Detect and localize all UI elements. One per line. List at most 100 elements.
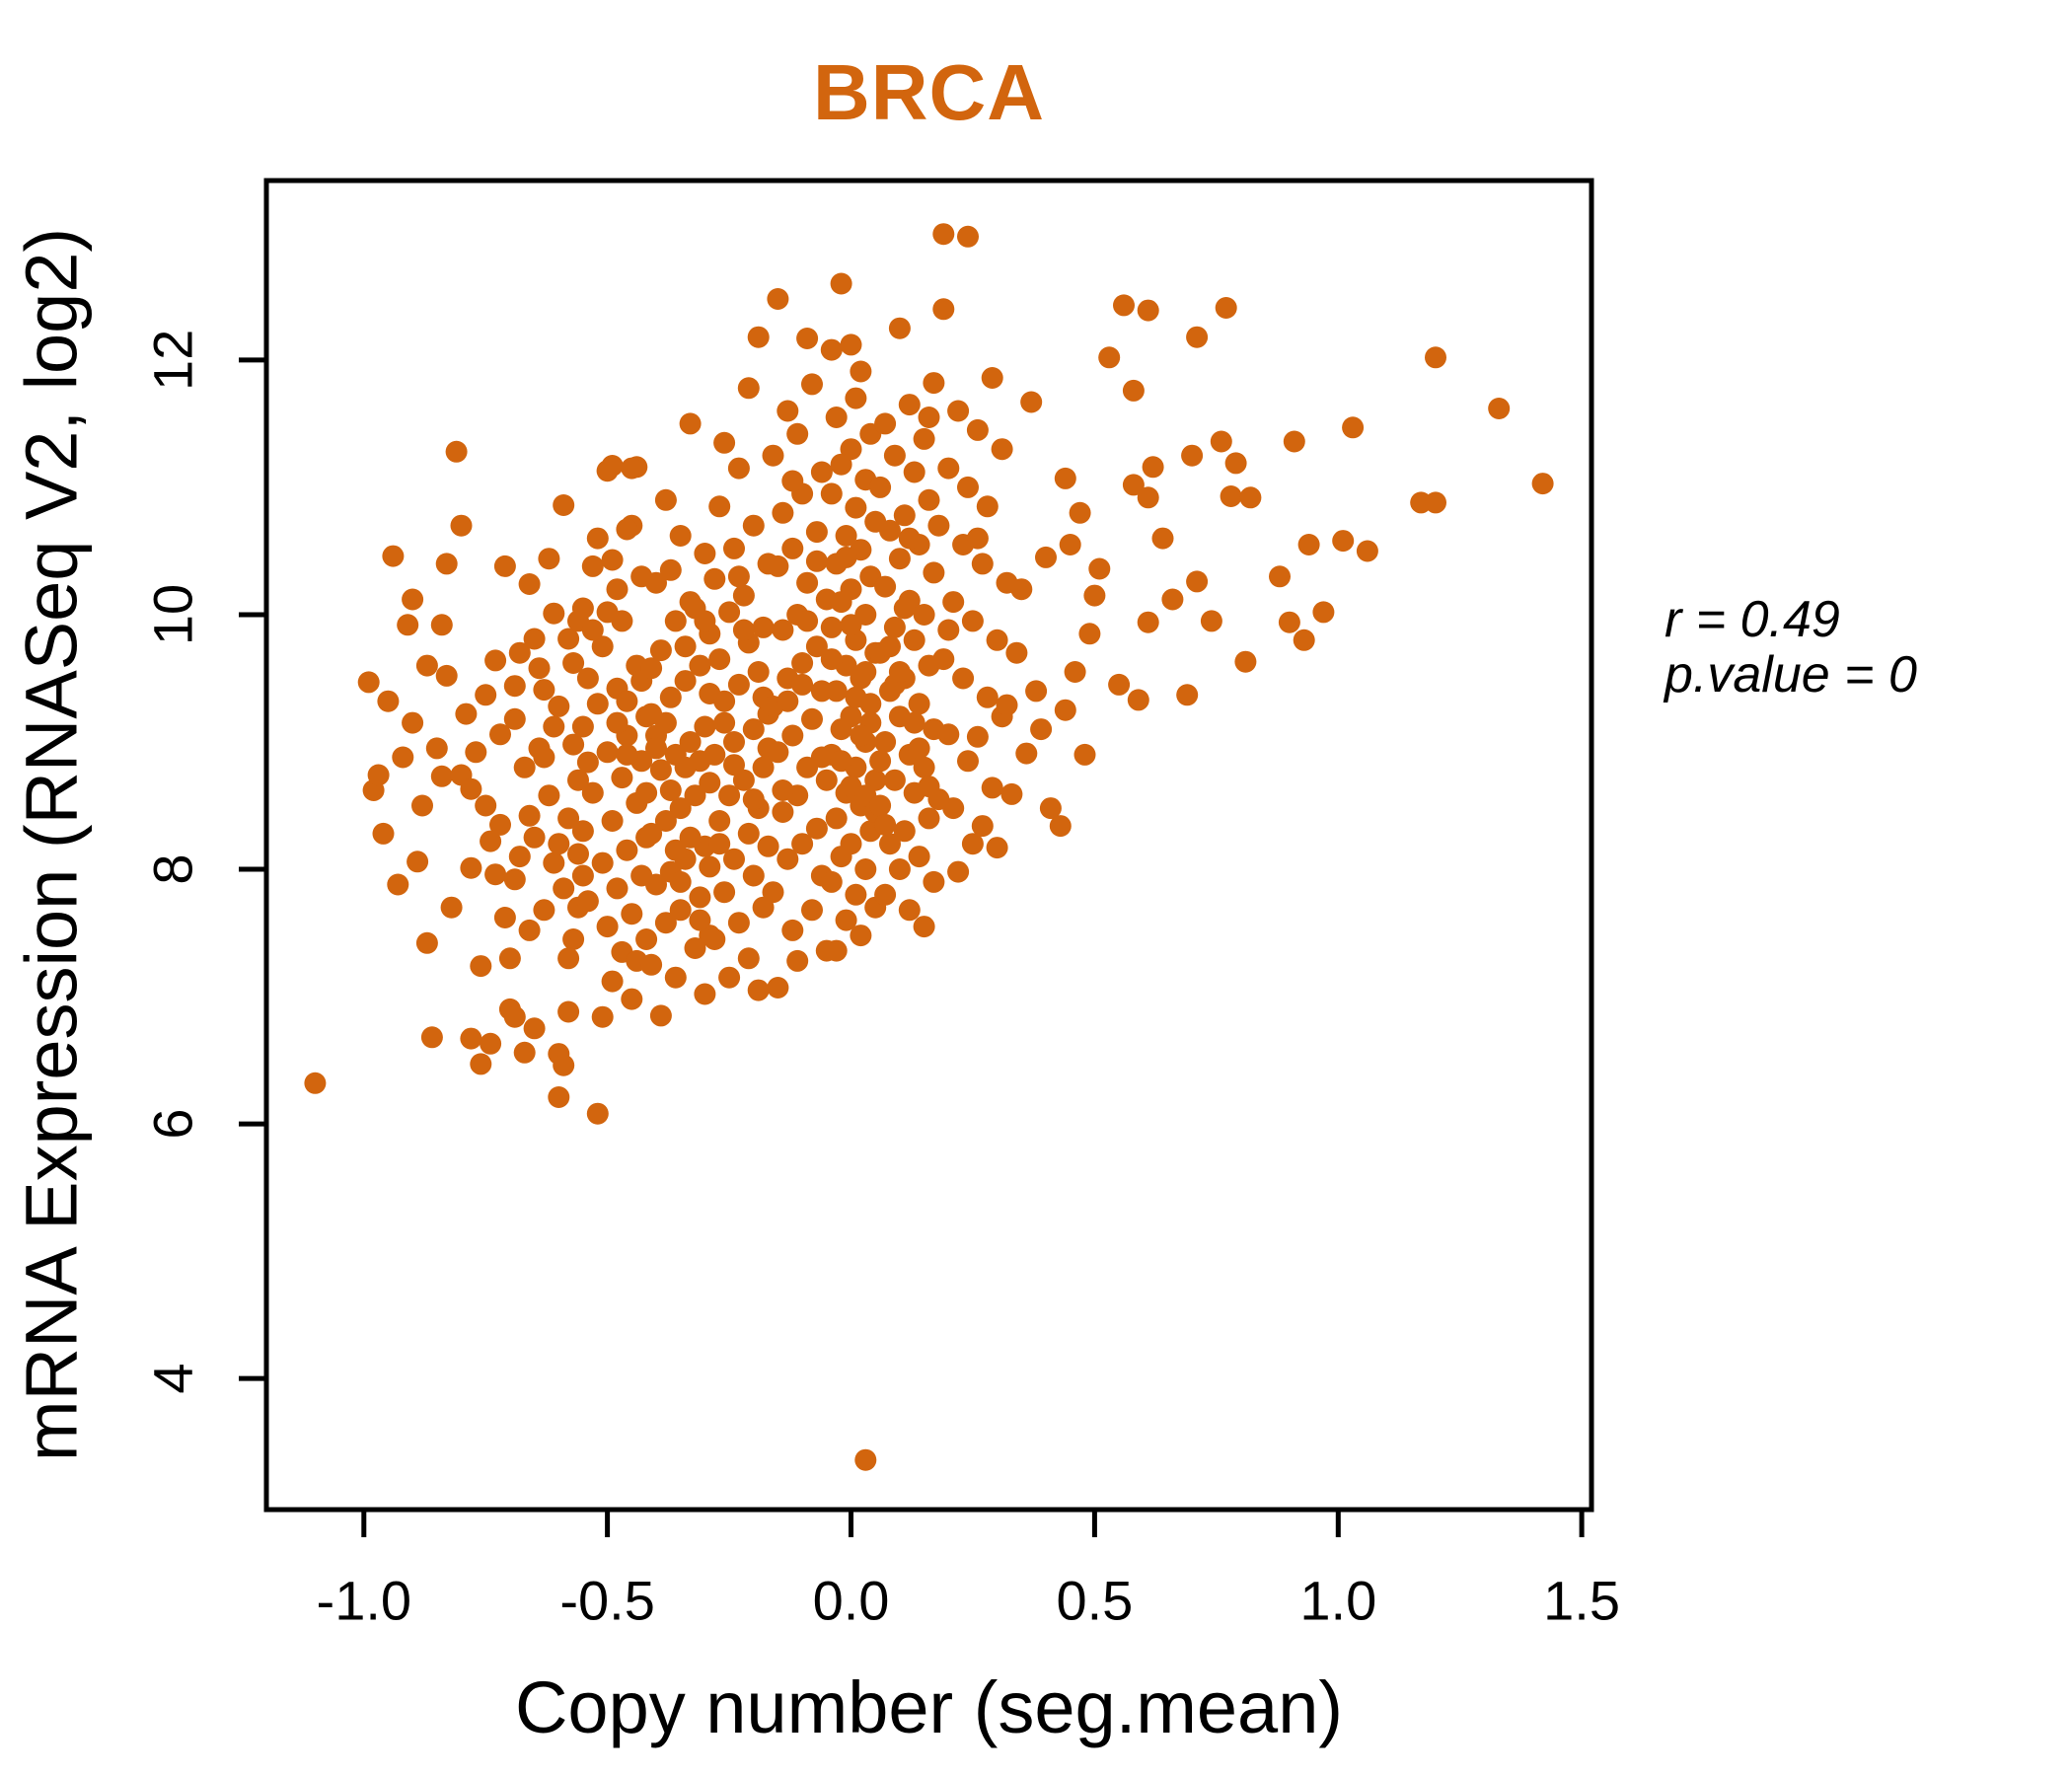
- scatter-point: [757, 835, 779, 857]
- scatter-point: [830, 453, 852, 476]
- scatter-point: [913, 604, 935, 626]
- x-tick-label: 1.0: [1299, 1570, 1376, 1632]
- scatter-point: [465, 741, 487, 764]
- scatter-point: [1015, 742, 1038, 765]
- scatter-point: [674, 635, 697, 658]
- scatter-point: [562, 652, 585, 674]
- y-axis-label: mRNA Expression (RNASeq V2, log2): [10, 227, 93, 1462]
- scatter-point: [591, 635, 614, 658]
- y-tick-label: 6: [142, 1109, 204, 1140]
- scatter-point: [1137, 611, 1159, 633]
- scatter-point: [304, 1072, 327, 1094]
- scatter-point: [533, 899, 555, 922]
- scatter-point: [703, 928, 726, 950]
- scatter-point: [737, 947, 760, 970]
- scatter-point: [708, 810, 731, 832]
- scatter-point: [654, 488, 677, 511]
- scatter-point: [888, 548, 911, 570]
- scatter-point: [888, 317, 911, 339]
- scatter-point: [586, 1102, 609, 1125]
- scatter-point: [567, 843, 589, 865]
- scatter-point: [772, 779, 794, 801]
- scatter-point: [772, 801, 794, 823]
- scatter-point: [1005, 641, 1028, 664]
- scatter-point: [470, 955, 492, 978]
- scatter-point: [562, 733, 585, 756]
- scatter-point: [367, 764, 390, 786]
- scatter-point: [932, 223, 955, 246]
- scatter-point: [640, 822, 663, 845]
- scatter-point: [752, 616, 775, 638]
- y-tick-label: 10: [142, 584, 204, 645]
- scatter-point: [981, 777, 1003, 799]
- scatter-point: [591, 851, 614, 874]
- scatter-point: [669, 797, 692, 820]
- scatter-point: [455, 703, 478, 725]
- scatter-point: [927, 788, 950, 811]
- scatter-point: [596, 460, 619, 482]
- y-tick-label: 8: [142, 853, 204, 884]
- scatter-point: [820, 482, 843, 505]
- scatter-point: [513, 1041, 536, 1064]
- scatter-point: [397, 614, 419, 636]
- scatter-point: [445, 440, 468, 463]
- scatter-point: [684, 597, 706, 620]
- scatter-point: [553, 494, 575, 516]
- scatter-point: [669, 899, 692, 922]
- scatter-point: [767, 555, 789, 577]
- scatter-point: [850, 925, 872, 947]
- x-axis-label: Copy number (seg.mean): [514, 1666, 1344, 1748]
- scatter-point: [708, 648, 731, 671]
- scatter-point: [713, 690, 736, 712]
- scatter-point: [1137, 299, 1159, 322]
- scatter-point: [503, 707, 526, 730]
- scatter-point: [762, 444, 784, 467]
- scatter-point: [777, 400, 799, 422]
- scatter-point: [654, 711, 677, 734]
- scatter-point: [503, 868, 526, 891]
- scatter-point: [937, 457, 960, 480]
- scatter-point: [1064, 661, 1086, 683]
- scatter-point: [493, 555, 516, 577]
- scatter-point: [557, 807, 580, 830]
- scatter-point: [708, 495, 731, 518]
- scatter-point: [435, 553, 458, 575]
- scatter-point: [898, 527, 921, 550]
- scatter-point: [694, 543, 716, 564]
- scatter-point: [674, 756, 697, 778]
- scatter-point: [1127, 689, 1149, 711]
- scatter-point: [1488, 398, 1511, 419]
- scatter-point: [489, 813, 511, 836]
- scatter-point: [543, 715, 565, 738]
- scatter-point: [991, 438, 1013, 461]
- scatter-point: [835, 546, 857, 568]
- scatter-point: [879, 833, 901, 855]
- scatter-point: [742, 514, 765, 537]
- scatter-point: [713, 881, 736, 904]
- scatter-point: [703, 743, 726, 766]
- scatter-point: [1215, 297, 1237, 319]
- scatter-point: [689, 909, 711, 931]
- scatter-point: [966, 527, 989, 550]
- scatter-point: [1025, 680, 1048, 703]
- scatter-point: [893, 597, 916, 620]
- scatter-point: [435, 664, 458, 687]
- scatter-point: [382, 545, 405, 567]
- scatter-point: [947, 860, 970, 883]
- scatter-point: [825, 939, 848, 962]
- scatter-point: [654, 912, 677, 934]
- scatter-point: [805, 521, 828, 544]
- scatter-point: [1342, 416, 1365, 439]
- scatter-point: [747, 326, 770, 348]
- scatter-point: [957, 225, 979, 248]
- y-tick-label: 4: [142, 1364, 204, 1394]
- scatter-point: [523, 826, 546, 849]
- scatter-point: [699, 855, 721, 878]
- scatter-point: [450, 514, 473, 537]
- scatter-point: [850, 360, 872, 383]
- scatter-point: [815, 769, 838, 791]
- scatter-point: [1083, 584, 1106, 607]
- scatter-point: [528, 657, 551, 680]
- scatter-point: [883, 444, 906, 467]
